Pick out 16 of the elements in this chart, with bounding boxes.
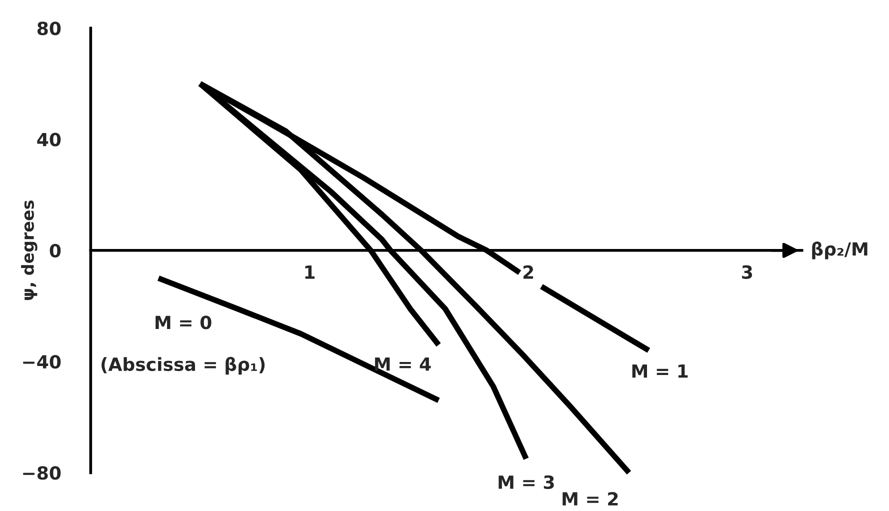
y-axis-title: ψ, degrees xyxy=(21,200,38,300)
x-axis-title: βρ₂/M xyxy=(812,242,868,260)
y-tick-label: 0 xyxy=(50,244,61,258)
y-tick-label: −80 xyxy=(23,466,61,480)
series-label: M = 1 xyxy=(632,364,688,378)
x-tick-label: 3 xyxy=(742,265,752,279)
annotation: (Abscissa = βρ₁) xyxy=(102,356,265,375)
series-label: M = 3 xyxy=(498,475,554,490)
series-label: M = 2 xyxy=(562,492,618,506)
x-tick-label: 1 xyxy=(305,266,315,279)
y-tick-label: 40 xyxy=(37,132,61,146)
y-tick-label: −40 xyxy=(23,354,61,369)
series-label: M = 4 xyxy=(375,358,431,371)
y-tick-label: 80 xyxy=(37,22,61,36)
x-tick-label: 2 xyxy=(523,265,534,279)
series-label: M = 0 xyxy=(156,316,212,330)
